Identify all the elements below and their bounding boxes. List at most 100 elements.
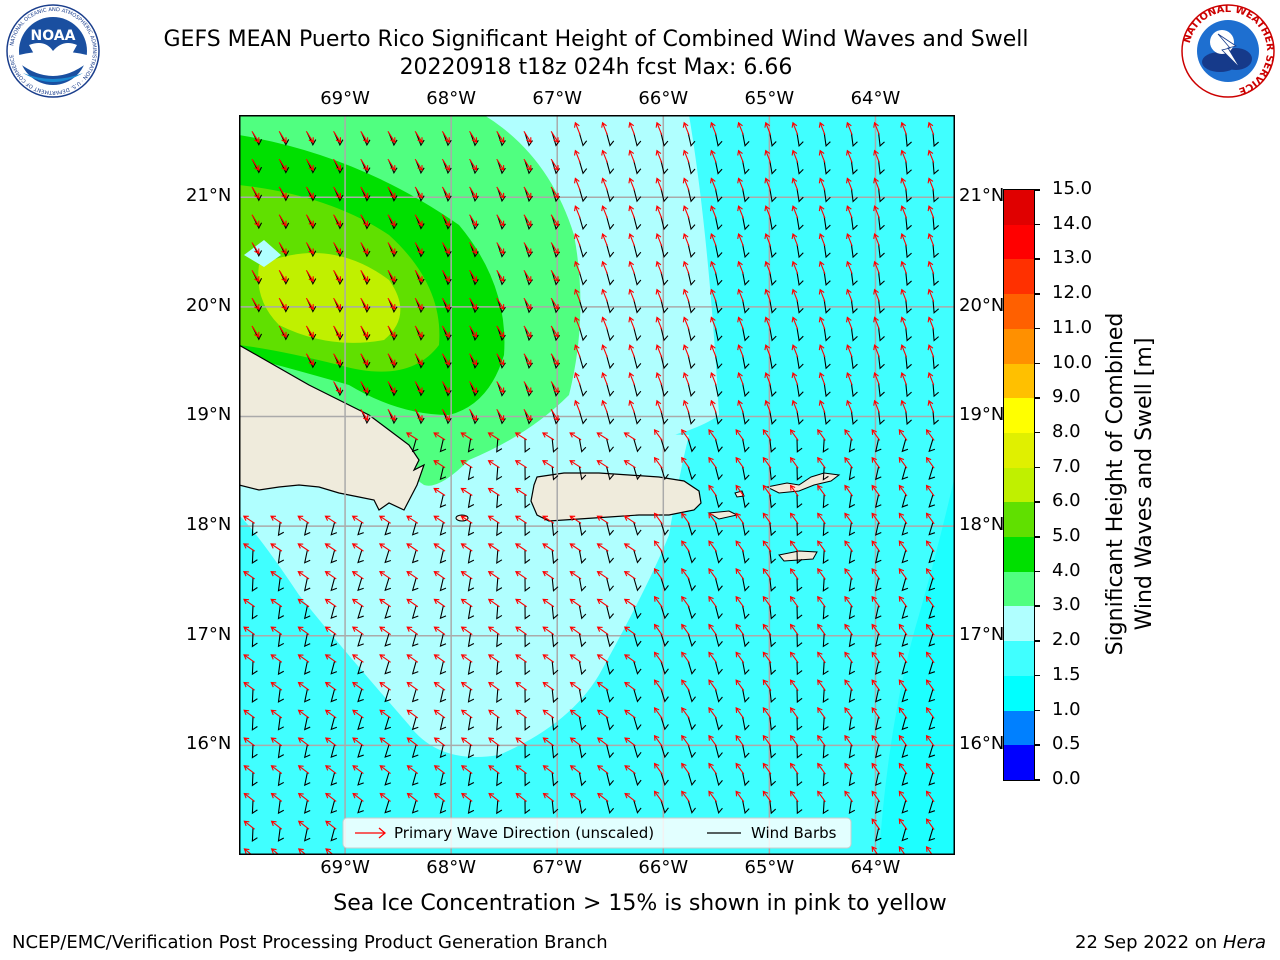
wave-arrow	[297, 654, 310, 663]
wave-arrow	[441, 409, 450, 422]
wind-barb	[470, 216, 479, 230]
latitude-label: 19°N	[186, 404, 232, 426]
wave-arrow	[469, 158, 478, 171]
wave-arrow	[387, 409, 396, 422]
wave-arrow	[243, 792, 255, 802]
wind-barb	[442, 410, 452, 425]
wind-barb	[496, 661, 503, 676]
wave-arrow	[845, 260, 853, 275]
wind-barb	[497, 355, 506, 369]
colorbar-tick-label: 11.0	[1052, 316, 1093, 338]
wave-arrow	[735, 456, 745, 469]
wave-arrow	[925, 484, 935, 497]
wave-arrow	[817, 429, 826, 441]
wind-barb	[660, 160, 669, 175]
wave-arrow	[270, 792, 283, 802]
wave-arrow	[414, 158, 423, 171]
wind-barb	[633, 800, 642, 814]
wind-barb	[874, 772, 882, 787]
wave-arrow	[735, 679, 745, 691]
wave-arrow	[305, 186, 314, 199]
wave-arrow	[360, 131, 369, 144]
wind-barb	[769, 160, 777, 175]
wave-arrow	[460, 515, 473, 524]
wind-barb	[251, 661, 258, 676]
wave-arrow	[360, 325, 369, 338]
wind-barb	[277, 577, 285, 592]
wind-barb	[874, 522, 882, 536]
wave-arrow	[387, 242, 396, 255]
wave-arrow	[708, 707, 718, 719]
wave-arrow	[297, 571, 310, 580]
wave-arrow	[601, 288, 608, 302]
wave-arrow	[433, 543, 446, 552]
wave-arrow	[573, 177, 581, 191]
wave-arrow	[550, 131, 559, 144]
wind-barb	[277, 744, 285, 759]
colorbar-tick-mark	[1034, 327, 1040, 330]
wind-barb	[928, 466, 936, 480]
wave-arrow	[762, 595, 772, 608]
wind-barb	[306, 132, 317, 147]
wind-barb	[497, 383, 506, 397]
wind-barb	[769, 605, 777, 620]
wind-barb	[439, 633, 447, 647]
wind-barb	[578, 800, 587, 815]
wind-barb	[277, 633, 285, 648]
wave-arrow	[573, 121, 581, 136]
wind-barb	[742, 216, 750, 231]
wind-barb	[334, 327, 344, 341]
wind-barb	[415, 327, 425, 341]
longitude-label: 67°W	[532, 857, 583, 878]
wave-arrow	[789, 512, 799, 525]
wind-barb	[901, 827, 909, 842]
virgin-islands	[765, 472, 841, 494]
wind-barb	[796, 688, 803, 704]
wind-barb	[742, 299, 750, 314]
wave-arrow	[297, 848, 308, 855]
wind-barb	[306, 327, 317, 341]
wave-arrow	[709, 399, 717, 414]
wind-barb	[742, 383, 750, 398]
wave-arrow	[441, 353, 450, 366]
wind-barb	[578, 160, 588, 175]
wave-arrow	[601, 149, 608, 163]
wind-barb	[303, 661, 311, 675]
wave-arrow	[845, 205, 853, 219]
wind-barb	[714, 688, 723, 703]
wave-arrow	[653, 762, 663, 775]
wind-barb	[415, 382, 425, 397]
wind-barb	[901, 633, 909, 647]
colorbar-tick-label: 6.0	[1052, 490, 1081, 512]
longitude-label: 66°W	[638, 857, 689, 878]
wind-barb	[361, 327, 371, 341]
wind-barb	[334, 355, 344, 369]
wind-barb	[769, 299, 777, 314]
wave-arrow	[873, 205, 880, 219]
wind-barb	[388, 188, 398, 202]
wind-barb	[496, 438, 503, 453]
wave-arrow	[305, 214, 314, 227]
wind-barb	[633, 327, 642, 342]
wind-barb	[357, 661, 364, 675]
wind-barb	[415, 271, 425, 286]
wind-barb	[361, 243, 371, 258]
wave-arrow	[818, 149, 826, 163]
wave-arrow	[682, 149, 690, 163]
colorbar-segment	[1004, 571, 1034, 607]
wind-barb	[439, 522, 447, 536]
wind-barb	[687, 355, 696, 370]
wind-barb	[578, 327, 588, 342]
wave-arrow	[360, 297, 369, 310]
wave-arrow	[297, 598, 310, 608]
wave-arrow	[414, 131, 423, 144]
wind-barb	[578, 244, 588, 258]
wave-arrow	[433, 432, 446, 441]
wave-arrow	[270, 543, 283, 552]
wave-arrow	[789, 790, 799, 803]
wind-barb	[578, 410, 588, 425]
wave-arrow	[387, 270, 396, 283]
wave-arrow	[873, 316, 880, 330]
wind-barb	[470, 132, 479, 147]
wind-barb	[357, 772, 364, 786]
